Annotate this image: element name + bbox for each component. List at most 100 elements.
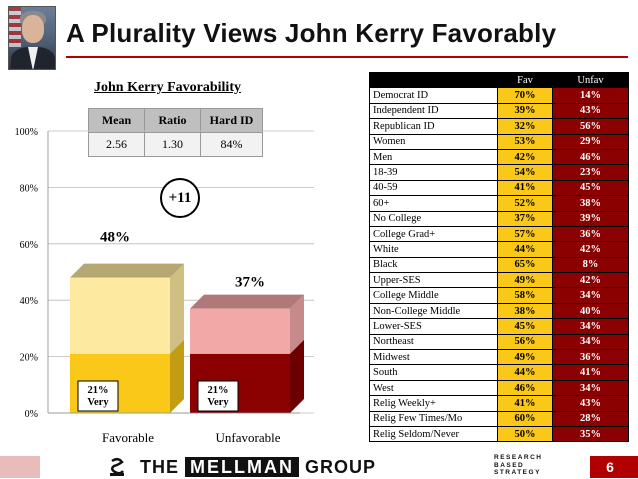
crosstab-cell-fav: 41% [497,395,553,412]
crosstab-cell-unfav: 36% [552,349,629,366]
crosstab-cell-fav: 54% [497,164,553,181]
crosstab-cell-unfav: 42% [552,272,629,289]
crosstab-table: Fav Unfav Democrat ID 70% 14% Independent ID 3… [369,71,629,443]
crosstab-cell-label: Black [369,256,498,274]
crosstab-row: Relig Few Times/Mo 60% 28% [369,410,629,427]
crosstab-cell-fav: 41% [497,179,553,197]
crosstab-row: Non-College Middle 38% 40% [369,302,629,320]
very-label-text: Very [207,397,229,408]
crosstab-cell-label: West [369,379,498,397]
bar-segment-soft [190,308,290,354]
bar-side-soft [170,263,184,354]
crosstab-cell-unfav: 41% [552,364,629,381]
crosstab-cell-label: Relig Seldom/Never [369,425,498,443]
stats-value-ratio: 1.30 [144,132,201,157]
crosstab-row: Democrat ID 70% 14% [369,87,629,104]
crosstab-cell-unfav: 14% [552,87,629,104]
crosstab-cell-unfav: 38% [552,195,629,212]
stats-header-mean: Mean [88,108,145,133]
crosstab-cell-unfav: 8% [552,256,629,274]
crosstab-cell-label: Relig Few Times/Mo [369,410,498,427]
crosstab-cell-label: Midwest [369,349,498,366]
crosstab-cell-fav: 44% [497,364,553,381]
title-rule [66,56,628,58]
bar-total-label: 48% [100,230,130,246]
crosstab-cell-fav: 65% [497,256,553,274]
crosstab-cell-label: Northeast [369,333,498,351]
crosstab-header-row: Fav Unfav [369,71,629,89]
crosstab-cell-fav: 57% [497,225,553,243]
crosstab-cell-unfav: 46% [552,148,629,166]
crosstab-row: College Middle 58% 34% [369,287,629,304]
crosstab-cell-fav: 60% [497,410,553,427]
crosstab-cell-unfav: 34% [552,287,629,304]
logo-word-group: GROUP [305,457,377,477]
crosstab-cell-fav: 49% [497,272,553,289]
crosstab-row: Northeast 56% 34% [369,333,629,351]
very-label-text: Very [87,397,109,408]
crosstab-cell-unfav: 42% [552,241,629,258]
crosstab-cell-fav: 39% [497,102,553,120]
crosstab-cell-unfav: 56% [552,118,629,135]
crosstab-row: 40-59 41% 45% [369,179,629,197]
crosstab-cell-fav: 44% [497,241,553,258]
footer-band-right [590,456,638,478]
crosstab-cell-fav: 56% [497,333,553,351]
bar-side-very [290,339,304,413]
crosstab-cell-label: South [369,364,498,381]
logo-word-the: THE [140,457,179,477]
crosstab-cell-label: 60+ [369,195,498,212]
y-tick-label: 0% [25,409,38,420]
crosstab-row: Upper-SES 49% 42% [369,272,629,289]
favorability-bar-chart: 0%20%40%60%80%100%48%21%VeryFavorable37%… [15,127,314,445]
kerry-photo [8,6,56,70]
crosstab-cell-label: Republican ID [369,118,498,135]
bar-side-soft [290,294,304,354]
bar-segment-soft [70,277,170,354]
footer-band-mid [40,456,590,478]
very-label-text: 21% [208,385,229,396]
crosstab-header-unfav: Unfav [552,71,629,89]
crosstab-header-fav: Fav [497,71,553,89]
crosstab-cell-fav: 37% [497,210,553,227]
crosstab-row: White 44% 42% [369,241,629,258]
stats-value-hardid: 84% [200,132,263,157]
crosstab-row: Independent ID 39% 43% [369,102,629,120]
crosstab-cell-fav: 32% [497,118,553,135]
crosstab-row: Relig Weekly+ 41% 43% [369,395,629,412]
very-label-text: 21% [88,385,109,396]
crosstab-cell-unfav: 45% [552,179,629,197]
crosstab-cell-label: Non-College Middle [369,302,498,320]
bar-top [190,294,304,309]
crosstab-row: Relig Seldom/Never 50% 35% [369,425,629,443]
crosstab-cell-label: Relig Weekly+ [369,395,498,412]
y-tick-label: 20% [20,353,38,364]
crosstab-cell-unfav: 39% [552,210,629,227]
crosstab-cell-fav: 52% [497,195,553,212]
very-label-box [197,380,239,412]
slide-title: A Plurality Views John Kerry Favorably [66,18,557,48]
bar-top [70,263,184,278]
crosstab-cell-unfav: 35% [552,425,629,443]
crosstab-row: West 46% 34% [369,379,629,397]
crosstab-cell-label: College Middle [369,287,498,304]
crosstab-cell-unfav: 34% [552,318,629,335]
crosstab-row: Midwest 49% 36% [369,349,629,366]
y-tick-label: 60% [20,240,38,251]
crosstab-cell-unfav: 28% [552,410,629,427]
crosstab-cell-fav: 53% [497,133,553,150]
crosstab-row: Women 53% 29% [369,133,629,150]
crosstab-cell-unfav: 34% [552,379,629,397]
y-tick-label: 100% [15,127,38,138]
crosstab-cell-label: 40-59 [369,179,498,197]
x-category-label: Unfavorable [216,430,281,445]
chart-title: John Kerry Favorability [94,80,241,95]
footer-logo-text: THE MELLMAN GROUP [140,457,376,478]
tagline-line-2: BASED [494,461,525,469]
crosstab-cell-label: 18-39 [369,164,498,181]
footer: THE MELLMAN GROUP RESEARCH BASED STRATEG… [0,452,638,479]
crosstab-cell-label: Men [369,148,498,166]
stats-table: Mean Ratio Hard ID 2.56 1.30 84% [88,108,263,157]
y-tick-label: 80% [20,183,38,194]
crosstab-row: Lower-SES 45% 34% [369,318,629,335]
